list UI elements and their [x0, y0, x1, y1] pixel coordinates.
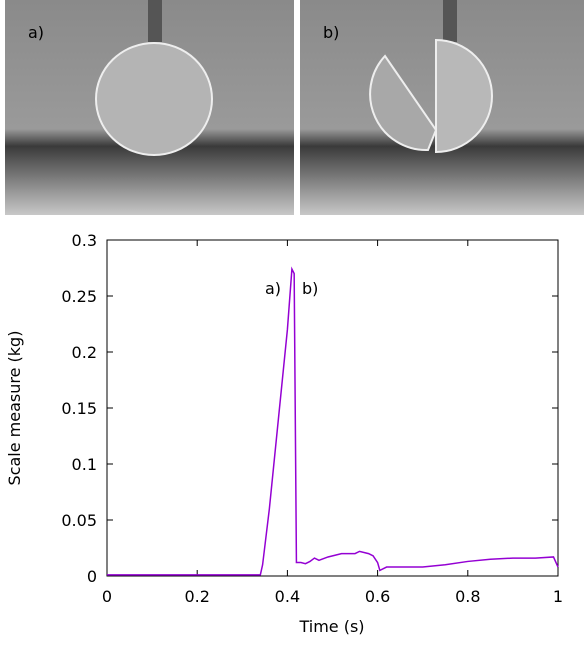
photo-label: b) [323, 23, 339, 42]
x-tick-label: 0.6 [365, 587, 390, 606]
photo-a: a) [5, 0, 294, 215]
photo-b: b) [300, 0, 584, 215]
x-tick-label: 1 [553, 587, 563, 606]
y-tick-label: 0 [87, 567, 97, 586]
photo-label: a) [28, 23, 44, 42]
plot-frame [106, 239, 559, 577]
y-tick-label: 0.3 [72, 231, 97, 250]
y-axis-label: Scale measure (kg) [5, 331, 24, 486]
y-tick-label: 0.05 [61, 511, 97, 530]
y-tick-label: 0.2 [72, 343, 97, 362]
y-tick-label: 0.1 [72, 455, 97, 474]
annotation: a) [265, 279, 281, 298]
x-tick-label: 0.8 [455, 587, 480, 606]
annotation: b) [302, 279, 318, 298]
x-axis-label: Time (s) [298, 617, 364, 636]
x-tick-label: 0.2 [184, 587, 209, 606]
y-tick-label: 0.15 [61, 399, 97, 418]
data-line [107, 266, 559, 576]
x-tick-label: 0.4 [275, 587, 300, 606]
y-tick-label: 0.25 [61, 287, 97, 306]
x-tick-label: 0 [102, 587, 112, 606]
